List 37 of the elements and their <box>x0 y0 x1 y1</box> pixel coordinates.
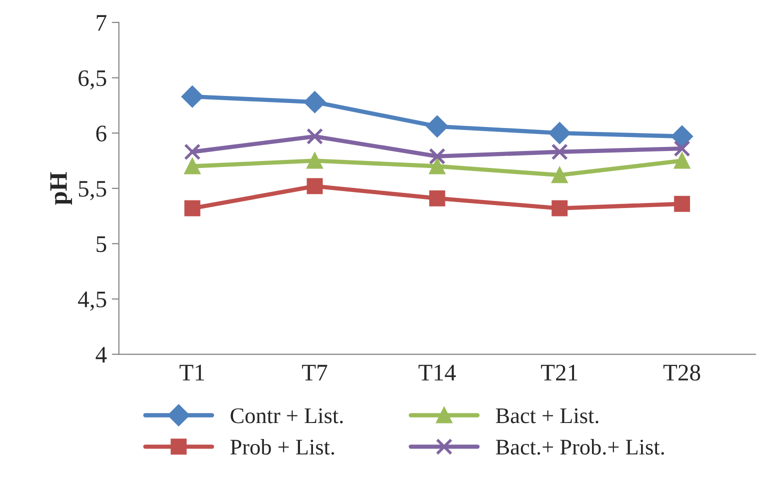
point <box>429 158 446 174</box>
x-tick-label: T1 <box>180 364 204 380</box>
y-tick-label: 7 <box>96 15 106 31</box>
point <box>552 200 568 216</box>
y-axis-title: pH <box>50 172 72 205</box>
x-tick-label: T14 <box>418 364 456 380</box>
point <box>548 122 570 144</box>
x-tick-label: T7 <box>302 364 328 380</box>
point <box>306 152 323 169</box>
y-tick-label: 5,5 <box>78 181 106 200</box>
point <box>184 158 200 174</box>
y-tick-label: 6,5 <box>78 70 106 90</box>
point <box>552 167 568 184</box>
y-tick-label: 4,5 <box>78 292 106 311</box>
legend-label: Bact.+ Prob.+ List. <box>496 439 664 455</box>
point <box>551 144 568 160</box>
point <box>426 116 448 138</box>
point <box>674 140 690 157</box>
legend-label: Prob + List. <box>230 439 334 455</box>
point <box>181 86 204 108</box>
point <box>304 91 326 113</box>
point <box>306 128 324 145</box>
point <box>674 196 690 212</box>
point <box>184 144 201 160</box>
point <box>674 152 690 169</box>
legend-label: Contr + List. <box>230 408 343 424</box>
point <box>306 178 323 194</box>
y-tick-label: 5 <box>96 236 106 252</box>
x-tick-label: T21 <box>541 364 578 380</box>
y-tick-label: 4 <box>96 346 107 362</box>
point <box>429 190 446 206</box>
legend-label: Bact + List. <box>496 408 598 424</box>
point <box>184 200 200 216</box>
point <box>428 148 446 165</box>
x-tick-label: T28 <box>663 364 700 381</box>
y-tick-label: 6 <box>96 126 106 142</box>
point <box>671 126 693 148</box>
